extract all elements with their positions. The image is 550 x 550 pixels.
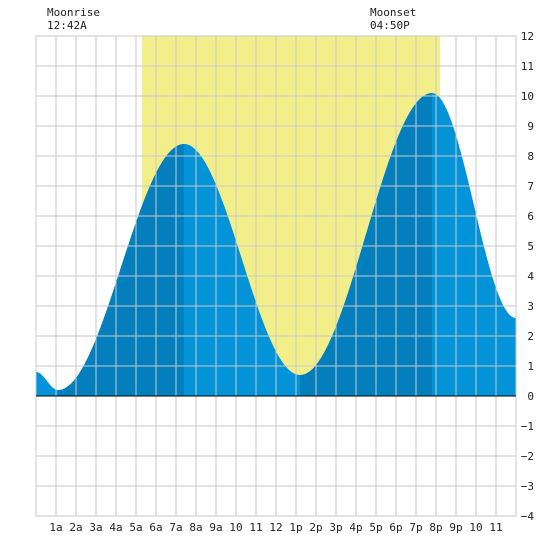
y-tick-label: 9: [527, 120, 534, 133]
x-tick-label: 8p: [429, 521, 442, 534]
y-tick-label: −4: [521, 510, 535, 523]
x-tick-label: 11: [489, 521, 502, 534]
y-tick-label: 8: [527, 150, 534, 163]
x-tick-label: 4a: [109, 521, 122, 534]
x-tick-label: 8a: [189, 521, 202, 534]
y-tick-label: −1: [521, 420, 534, 433]
x-tick-label: 6p: [389, 521, 402, 534]
x-tick-label: 5p: [369, 521, 382, 534]
y-tick-label: 0: [527, 390, 534, 403]
y-tick-label: 12: [521, 30, 534, 43]
y-tick-label: 2: [527, 330, 534, 343]
axis-layer: [35, 35, 517, 517]
x-tick-label: 10: [469, 521, 482, 534]
x-tick-label: 1a: [49, 521, 62, 534]
y-tick-label: −2: [521, 450, 534, 463]
moonset-label: Moonset: [370, 6, 416, 19]
x-tick-label: 1p: [289, 521, 302, 534]
x-tick-label: 12: [269, 521, 282, 534]
x-tick-label: 11: [249, 521, 262, 534]
x-tick-label: 3p: [329, 521, 342, 534]
y-tick-label: 1: [527, 360, 534, 373]
x-tick-label: 3a: [89, 521, 102, 534]
moonrise-label: Moonrise: [47, 6, 100, 19]
x-tick-label: 7p: [409, 521, 422, 534]
x-tick-label: 4p: [349, 521, 362, 534]
y-tick-label: 7: [527, 180, 534, 193]
plot-frame: [35, 35, 517, 517]
y-tick-label: 6: [527, 210, 534, 223]
x-tick-label: 9p: [449, 521, 462, 534]
x-tick-label: 7a: [169, 521, 182, 534]
y-tick-label: 3: [527, 300, 534, 313]
tide-falling-segment: [184, 144, 300, 396]
tide-rising-segment: [300, 93, 432, 396]
y-tick-label: 4: [527, 270, 534, 283]
x-tick-label: 5a: [129, 521, 142, 534]
x-tick-label: 9a: [209, 521, 222, 534]
moonset-annotation: Moonset 04:50P: [370, 6, 416, 32]
tide-area-layer: [36, 93, 516, 396]
tide-falling-segment: [432, 93, 516, 396]
y-tick-label: 5: [527, 240, 534, 253]
x-tick-label: 2p: [309, 521, 322, 534]
y-tick-label: 11: [521, 60, 534, 73]
tide-falling-segment: [36, 372, 58, 396]
moonrise-time: 12:42A: [47, 19, 87, 32]
x-tick-label: 2a: [69, 521, 82, 534]
y-tick-label: 10: [521, 90, 534, 103]
moonrise-annotation: Moonrise 12:42A: [47, 6, 100, 32]
x-tick-label: 6a: [149, 521, 162, 534]
y-tick-label: −3: [521, 480, 534, 493]
x-tick-label: 10: [229, 521, 242, 534]
moonset-time: 04:50P: [370, 19, 410, 32]
tide-rising-segment: [58, 144, 184, 396]
